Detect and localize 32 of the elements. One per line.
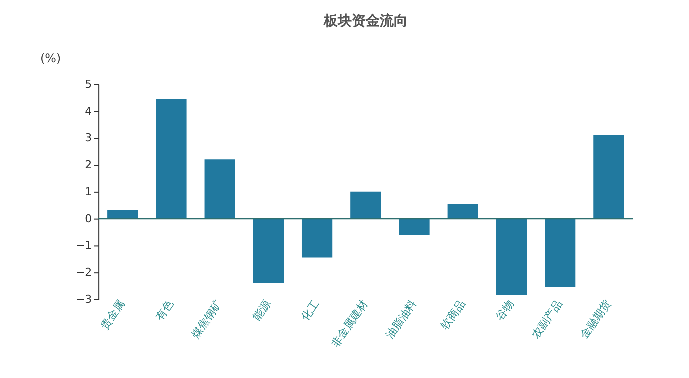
bar — [350, 192, 382, 219]
bar — [594, 135, 624, 219]
y-tick-label: 5 — [85, 78, 92, 91]
x-tick-label: 化工 — [298, 298, 322, 324]
x-tick-label: 谷物 — [493, 298, 517, 324]
bar — [496, 218, 528, 296]
y-tick-label: 0 — [85, 212, 92, 226]
y-tick-label: −2 — [76, 266, 92, 280]
x-tick-label: 油脂油料 — [384, 298, 420, 342]
x-tick-label: 金融期货 — [578, 298, 614, 342]
y-axis-title: (%) — [40, 52, 62, 66]
x-tick-label: 有色 — [153, 298, 176, 324]
y-tick-label: 3 — [85, 132, 92, 145]
bar — [253, 218, 284, 284]
y-tick-label: 4 — [85, 104, 92, 118]
bar — [156, 99, 187, 219]
bar — [302, 218, 333, 258]
chart-title: 板块资金流向 — [322, 12, 408, 30]
y-tick-label: 1 — [85, 185, 92, 198]
y-tick-label: −3 — [76, 292, 92, 306]
bar — [545, 218, 576, 288]
bar — [399, 218, 430, 235]
x-tick-label: 非金属建材 — [328, 298, 371, 350]
x-tick-label: 能源 — [250, 298, 274, 324]
x-tick-label: 贵金属 — [98, 298, 128, 332]
bar — [204, 160, 236, 219]
bar — [448, 204, 478, 219]
y-tick-label: 2 — [85, 158, 92, 172]
x-tick-label: 软商品 — [438, 298, 468, 332]
x-tick-label: 煤焦钢矿 — [189, 298, 225, 342]
x-tick-label: 农副产品 — [529, 298, 566, 342]
y-tick-label: −1 — [76, 239, 92, 252]
